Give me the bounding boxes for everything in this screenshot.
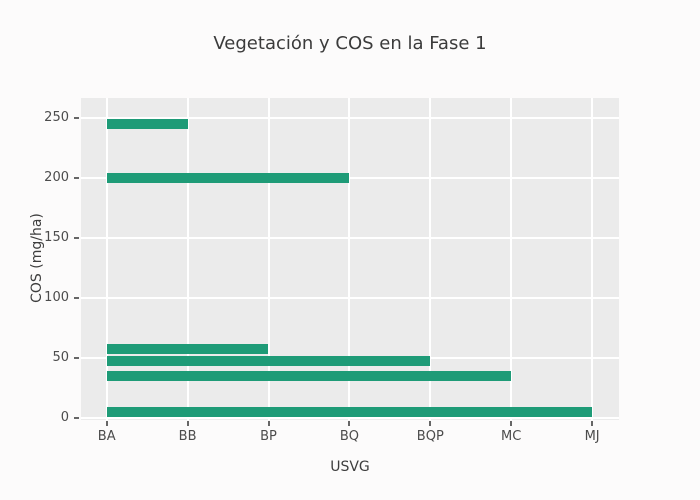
x-tick-mark — [267, 421, 270, 426]
x-tick-label: MJ — [584, 429, 600, 444]
bar — [106, 406, 593, 417]
x-tick-mark — [105, 421, 108, 426]
y-tick-mark — [74, 416, 79, 419]
x-tick-mark — [429, 421, 432, 426]
bar — [106, 370, 512, 381]
x-tick-label: BA — [97, 429, 116, 444]
bar — [106, 172, 350, 183]
y-tick-mark — [74, 296, 79, 299]
x-tick-mark — [348, 421, 351, 426]
bar — [106, 356, 431, 367]
x-tick-label: BP — [260, 429, 277, 444]
x-tick-label: BQ — [339, 429, 359, 444]
y-tick-label: 100 — [44, 289, 69, 305]
plot-area — [81, 98, 619, 420]
x-gridline — [105, 98, 108, 420]
y-tick-mark — [74, 236, 79, 239]
x-gridline — [510, 98, 513, 420]
x-tick-label: MC — [501, 429, 522, 444]
x-gridline — [267, 98, 270, 420]
y-tick-label: 50 — [52, 349, 69, 365]
x-gridline — [429, 98, 432, 420]
bar — [106, 344, 269, 355]
x-tick-label: BB — [178, 429, 197, 444]
x-gridline — [186, 98, 189, 420]
bar — [106, 118, 188, 129]
y-tick-mark — [74, 356, 79, 359]
x-tick-mark — [186, 421, 189, 426]
x-tick-mark — [591, 421, 594, 426]
x-tick-label: BQP — [416, 429, 444, 444]
y-tick-label: 0 — [60, 409, 69, 425]
y-axis-title: COS (mg/ha) — [29, 213, 45, 303]
y-tick-label: 200 — [44, 169, 69, 185]
y-tick-mark — [74, 176, 79, 179]
y-tick-label: 250 — [44, 109, 69, 125]
y-tick-mark — [74, 116, 79, 119]
x-tick-mark — [510, 421, 513, 426]
chart-title: Vegetación y COS en la Fase 1 — [213, 33, 487, 54]
x-axis-title: USVG — [330, 459, 370, 475]
x-gridline — [591, 98, 594, 420]
y-tick-label: 150 — [44, 229, 69, 245]
x-gridline — [348, 98, 351, 420]
